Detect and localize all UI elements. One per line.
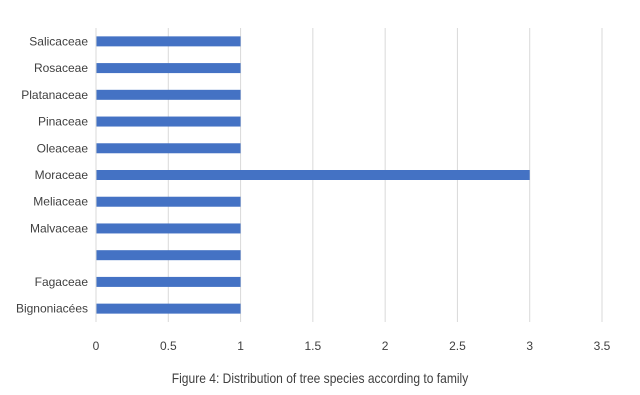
category-label: Bignoniacées [16,302,88,316]
bar [96,303,241,314]
bar [96,63,241,74]
bar [96,250,241,261]
category-label: Pinaceae [38,115,88,129]
bar [96,116,241,127]
category-label: Salicaceae [29,34,88,48]
bars [96,36,530,314]
x-tick-labels: 0 0.5 1 1.5 2 2.5 3 3.5 [93,339,611,353]
x-tick-label: 2.5 [449,339,466,353]
category-label: Meliaceae [33,195,88,209]
category-label: Malvaceae [30,221,88,235]
x-tick-label: 2 [382,339,389,353]
x-tick-label: 0 [93,339,100,353]
x-tick-label: 0.5 [160,339,177,353]
bar [96,36,241,47]
category-label: Oleaceae [37,141,89,155]
category-labels: Bignoniacées Fagaceae Malvaceae Meliaceae Mo… [16,34,88,315]
category-label: Rosaceae [34,61,88,75]
bar [96,89,241,100]
category-label: Platanaceae [21,88,88,102]
bar [96,143,241,154]
x-tick-label: 1 [237,339,244,353]
figure-caption: Figure 4: Distribution of tree species a… [171,370,469,386]
x-tick-label: 3.5 [594,339,611,353]
bar [96,223,241,234]
bar [96,196,241,207]
bar [96,170,530,180]
category-label: Moraceae [35,168,89,182]
category-label: Fagaceae [35,275,89,289]
x-tick-label: 3 [526,339,533,353]
x-tick-label: 1.5 [305,339,322,353]
bar [96,276,241,287]
